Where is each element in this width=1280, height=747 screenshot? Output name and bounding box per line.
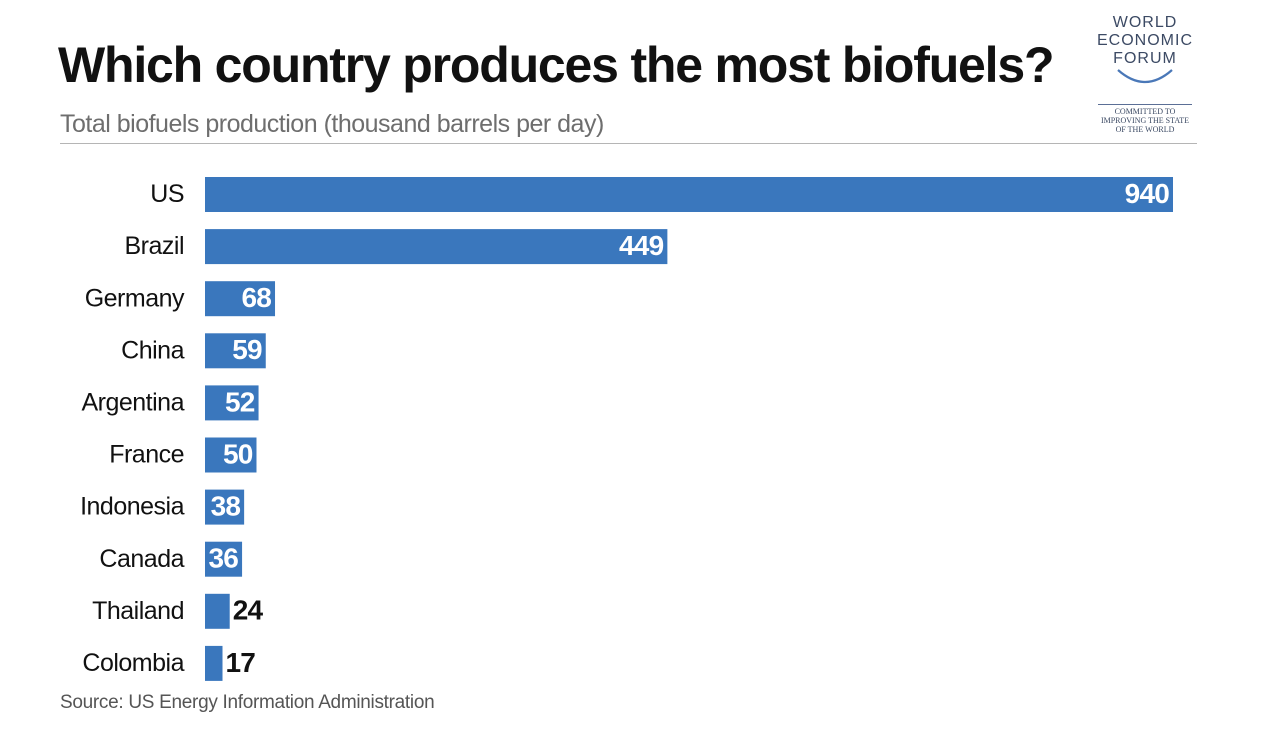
value-label-canada: 36	[209, 543, 239, 574]
header-divider	[60, 143, 1197, 144]
logo-divider	[1098, 104, 1192, 105]
chart-title: Which country produces the most biofuels…	[58, 37, 1055, 93]
bar-us	[205, 177, 1173, 212]
category-label-france: France	[109, 441, 184, 469]
bar-thailand	[205, 593, 230, 629]
category-label-canada: Canada	[99, 545, 184, 573]
category-label-brazil: Brazil	[124, 232, 184, 260]
bar-france	[205, 437, 257, 473]
category-label-china: China	[121, 336, 184, 364]
bar-canada	[205, 541, 243, 577]
bar-indonesia	[205, 489, 245, 525]
logo-tagline-1: COMMITTED TO	[1114, 107, 1176, 116]
wef-logo: WORLD ECONOMIC FORUM COMMITTED TO IMPROV…	[1090, 14, 1200, 139]
value-label-germany: 68	[241, 282, 271, 313]
value-label-indonesia: 38	[211, 490, 241, 521]
logo-tagline-3: OF THE WORLD	[1115, 125, 1175, 134]
value-label-brazil: 449	[619, 230, 664, 261]
bar-germany	[205, 281, 276, 317]
value-label-us: 940	[1125, 178, 1170, 209]
category-label-indonesia: Indonesia	[80, 493, 185, 521]
bar-china	[205, 333, 266, 369]
value-label-thailand: 24	[233, 595, 264, 626]
category-label-argentina: Argentina	[81, 389, 184, 417]
value-label-colombia: 17	[226, 647, 256, 678]
category-label-colombia: Colombia	[82, 649, 184, 677]
logo-line-world: WORLD	[1112, 14, 1178, 31]
bar-brazil	[205, 229, 668, 265]
source-note: Source: US Energy Information Administra…	[60, 692, 435, 713]
value-label-china: 59	[232, 334, 262, 365]
category-label-thailand: Thailand	[92, 597, 184, 625]
value-label-argentina: 52	[225, 386, 255, 417]
category-label-germany: Germany	[85, 284, 185, 312]
logo-line-forum: FORUM	[1113, 50, 1177, 67]
value-label-france: 50	[223, 438, 253, 469]
logo-line-economic: ECONOMIC	[1097, 32, 1193, 49]
logo-arc-icon	[1117, 69, 1173, 83]
chart-subtitle: Total biofuels production (thousand barr…	[60, 110, 604, 138]
bar-colombia	[205, 645, 223, 681]
category-label-us: US	[150, 180, 184, 208]
bar-argentina	[205, 385, 259, 421]
logo-tagline-2: IMPROVING THE STATE	[1100, 116, 1190, 125]
